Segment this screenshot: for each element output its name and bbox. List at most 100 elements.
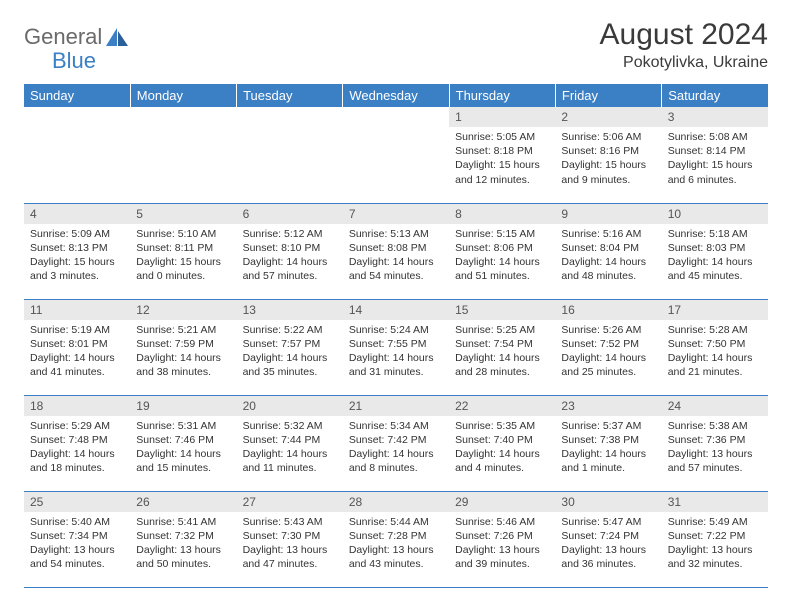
day-data: Sunrise: 5:15 AMSunset: 8:06 PMDaylight:… [449, 224, 555, 288]
calendar-cell: 1Sunrise: 5:05 AMSunset: 8:18 PMDaylight… [449, 107, 555, 203]
daylight-text: Daylight: 14 hours and 41 minutes. [30, 351, 124, 379]
weekday-header: Wednesday [343, 84, 449, 107]
daylight-text: Daylight: 13 hours and 43 minutes. [349, 543, 443, 571]
calendar-cell [237, 107, 343, 203]
calendar-cell: 12Sunrise: 5:21 AMSunset: 7:59 PMDayligh… [130, 299, 236, 395]
sunrise-text: Sunrise: 5:46 AM [455, 515, 549, 529]
calendar-cell: 5Sunrise: 5:10 AMSunset: 8:11 PMDaylight… [130, 203, 236, 299]
day-data: Sunrise: 5:43 AMSunset: 7:30 PMDaylight:… [237, 512, 343, 576]
day-number: 22 [449, 396, 555, 416]
daylight-text: Daylight: 14 hours and 8 minutes. [349, 447, 443, 475]
sunrise-text: Sunrise: 5:18 AM [668, 227, 762, 241]
sunset-text: Sunset: 8:18 PM [455, 144, 549, 158]
sunrise-text: Sunrise: 5:25 AM [455, 323, 549, 337]
day-data: Sunrise: 5:46 AMSunset: 7:26 PMDaylight:… [449, 512, 555, 576]
calendar-cell: 22Sunrise: 5:35 AMSunset: 7:40 PMDayligh… [449, 395, 555, 491]
calendar-cell: 6Sunrise: 5:12 AMSunset: 8:10 PMDaylight… [237, 203, 343, 299]
calendar-cell: 27Sunrise: 5:43 AMSunset: 7:30 PMDayligh… [237, 491, 343, 587]
calendar-row: 25Sunrise: 5:40 AMSunset: 7:34 PMDayligh… [24, 491, 768, 587]
daylight-text: Daylight: 14 hours and 51 minutes. [455, 255, 549, 283]
sunset-text: Sunset: 7:24 PM [561, 529, 655, 543]
calendar-cell: 29Sunrise: 5:46 AMSunset: 7:26 PMDayligh… [449, 491, 555, 587]
day-data: Sunrise: 5:10 AMSunset: 8:11 PMDaylight:… [130, 224, 236, 288]
daylight-text: Daylight: 13 hours and 57 minutes. [668, 447, 762, 475]
day-data: Sunrise: 5:40 AMSunset: 7:34 PMDaylight:… [24, 512, 130, 576]
sunset-text: Sunset: 8:06 PM [455, 241, 549, 255]
weekday-header-row: Sunday Monday Tuesday Wednesday Thursday… [24, 84, 768, 107]
sunset-text: Sunset: 7:54 PM [455, 337, 549, 351]
sunrise-text: Sunrise: 5:49 AM [668, 515, 762, 529]
daylight-text: Daylight: 15 hours and 0 minutes. [136, 255, 230, 283]
logo-text-2: Blue [52, 48, 96, 74]
sunrise-text: Sunrise: 5:40 AM [30, 515, 124, 529]
daylight-text: Daylight: 13 hours and 54 minutes. [30, 543, 124, 571]
sunrise-text: Sunrise: 5:37 AM [561, 419, 655, 433]
day-data: Sunrise: 5:44 AMSunset: 7:28 PMDaylight:… [343, 512, 449, 576]
day-data: Sunrise: 5:24 AMSunset: 7:55 PMDaylight:… [343, 320, 449, 384]
day-data: Sunrise: 5:37 AMSunset: 7:38 PMDaylight:… [555, 416, 661, 480]
calendar-cell: 11Sunrise: 5:19 AMSunset: 8:01 PMDayligh… [24, 299, 130, 395]
sunset-text: Sunset: 8:04 PM [561, 241, 655, 255]
sunrise-text: Sunrise: 5:29 AM [30, 419, 124, 433]
sunrise-text: Sunrise: 5:41 AM [136, 515, 230, 529]
day-number: 29 [449, 492, 555, 512]
sunset-text: Sunset: 8:10 PM [243, 241, 337, 255]
day-data: Sunrise: 5:41 AMSunset: 7:32 PMDaylight:… [130, 512, 236, 576]
sunrise-text: Sunrise: 5:13 AM [349, 227, 443, 241]
calendar-cell: 31Sunrise: 5:49 AMSunset: 7:22 PMDayligh… [662, 491, 768, 587]
day-data: Sunrise: 5:31 AMSunset: 7:46 PMDaylight:… [130, 416, 236, 480]
day-number: 7 [343, 204, 449, 224]
sunrise-text: Sunrise: 5:12 AM [243, 227, 337, 241]
weekday-header: Tuesday [237, 84, 343, 107]
calendar-cell: 14Sunrise: 5:24 AMSunset: 7:55 PMDayligh… [343, 299, 449, 395]
calendar-cell: 30Sunrise: 5:47 AMSunset: 7:24 PMDayligh… [555, 491, 661, 587]
daylight-text: Daylight: 15 hours and 3 minutes. [30, 255, 124, 283]
daylight-text: Daylight: 14 hours and 25 minutes. [561, 351, 655, 379]
sunrise-text: Sunrise: 5:21 AM [136, 323, 230, 337]
daylight-text: Daylight: 14 hours and 48 minutes. [561, 255, 655, 283]
day-number: 13 [237, 300, 343, 320]
day-number: 3 [662, 107, 768, 127]
calendar-cell: 9 Sunrise: 5:16 AMSunset: 8:04 PMDaylight… [555, 203, 661, 299]
sunset-text: Sunset: 7:28 PM [349, 529, 443, 543]
calendar-cell: 24Sunrise: 5:38 AMSunset: 7:36 PMDayligh… [662, 395, 768, 491]
daylight-text: Daylight: 15 hours and 6 minutes. [668, 158, 762, 186]
weekday-header: Friday [555, 84, 661, 107]
day-number: 28 [343, 492, 449, 512]
day-data: Sunrise: 5:19 AMSunset: 8:01 PMDaylight:… [24, 320, 130, 384]
sunset-text: Sunset: 7:42 PM [349, 433, 443, 447]
day-data: Sunrise: 5:13 AMSunset: 8:08 PMDaylight:… [343, 224, 449, 288]
sunset-text: Sunset: 7:44 PM [243, 433, 337, 447]
sunset-text: Sunset: 7:26 PM [455, 529, 549, 543]
daylight-text: Daylight: 14 hours and 15 minutes. [136, 447, 230, 475]
day-data: Sunrise: 5:49 AMSunset: 7:22 PMDaylight:… [662, 512, 768, 576]
daylight-text: Daylight: 14 hours and 57 minutes. [243, 255, 337, 283]
sunrise-text: Sunrise: 5:15 AM [455, 227, 549, 241]
day-data: Sunrise: 5:06 AMSunset: 8:16 PMDaylight:… [555, 127, 661, 191]
day-data: Sunrise: 5:26 AMSunset: 7:52 PMDaylight:… [555, 320, 661, 384]
sunrise-text: Sunrise: 5:38 AM [668, 419, 762, 433]
sunset-text: Sunset: 8:13 PM [30, 241, 124, 255]
day-number: 23 [555, 396, 661, 416]
daylight-text: Daylight: 14 hours and 54 minutes. [349, 255, 443, 283]
sunset-text: Sunset: 7:38 PM [561, 433, 655, 447]
day-data: Sunrise: 5:08 AMSunset: 8:14 PMDaylight:… [662, 127, 768, 191]
daylight-text: Daylight: 14 hours and 35 minutes. [243, 351, 337, 379]
page-header: General Blue August 2024 Pokotylivka, Uk… [24, 18, 768, 74]
day-number: 9 [555, 204, 661, 224]
sunset-text: Sunset: 7:50 PM [668, 337, 762, 351]
daylight-text: Daylight: 14 hours and 38 minutes. [136, 351, 230, 379]
calendar-cell: 4Sunrise: 5:09 AMSunset: 8:13 PMDaylight… [24, 203, 130, 299]
sunrise-text: Sunrise: 5:16 AM [561, 227, 655, 241]
daylight-text: Daylight: 13 hours and 47 minutes. [243, 543, 337, 571]
day-data: Sunrise: 5:32 AMSunset: 7:44 PMDaylight:… [237, 416, 343, 480]
sunset-text: Sunset: 7:32 PM [136, 529, 230, 543]
daylight-text: Daylight: 14 hours and 21 minutes. [668, 351, 762, 379]
daylight-text: Daylight: 14 hours and 45 minutes. [668, 255, 762, 283]
weekday-header: Thursday [449, 84, 555, 107]
sunrise-text: Sunrise: 5:28 AM [668, 323, 762, 337]
day-data: Sunrise: 5:35 AMSunset: 7:40 PMDaylight:… [449, 416, 555, 480]
day-number: 2 [555, 107, 661, 127]
sunrise-text: Sunrise: 5:08 AM [668, 130, 762, 144]
calendar-cell: 17Sunrise: 5:28 AMSunset: 7:50 PMDayligh… [662, 299, 768, 395]
